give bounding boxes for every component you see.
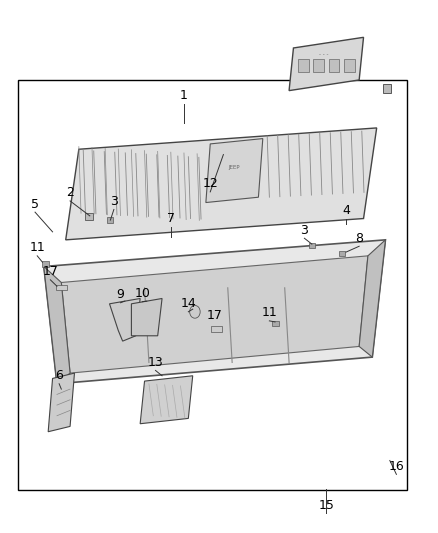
Bar [298,59,309,72]
Polygon shape [66,128,377,240]
Polygon shape [48,373,74,432]
Text: 2: 2 [66,187,74,199]
Text: 15: 15 [318,499,334,512]
Bar [328,59,339,72]
Text: 16: 16 [389,460,404,473]
Text: 6: 6 [55,369,63,382]
Bar [313,59,324,72]
Polygon shape [131,298,162,336]
Text: 10: 10 [134,287,150,300]
Text: 12: 12 [202,177,218,190]
Polygon shape [206,139,263,203]
Text: 14: 14 [180,297,196,310]
Text: 3: 3 [300,224,308,237]
Text: 7: 7 [167,212,175,225]
Text: 5: 5 [31,198,39,211]
Bar [42,261,49,266]
Polygon shape [44,266,70,384]
Text: 8: 8 [355,232,363,245]
Bar [85,213,93,220]
Bar [383,84,391,93]
Text: 9: 9 [117,288,124,301]
Text: 4: 4 [342,204,350,217]
Text: 17: 17 [207,309,223,322]
Text: - - -: - - - [319,52,329,57]
Polygon shape [110,298,140,341]
Bar [272,321,279,326]
Bar [107,217,113,223]
Text: 11: 11 [29,241,45,254]
Circle shape [190,305,200,318]
Polygon shape [44,240,385,384]
Polygon shape [359,240,385,357]
Text: JEEP: JEEP [229,165,240,171]
Bar [344,59,355,72]
Bar [56,285,67,290]
Text: 1: 1 [180,90,188,102]
Bar [339,251,345,256]
Bar [309,243,315,248]
Text: 11: 11 [261,306,277,319]
Bar [18,80,407,490]
Polygon shape [61,256,368,373]
Text: 13: 13 [148,356,163,369]
Text: 3: 3 [110,195,118,208]
Bar [211,326,222,332]
Text: 17: 17 [42,265,58,278]
Polygon shape [289,37,364,91]
Polygon shape [140,376,193,424]
